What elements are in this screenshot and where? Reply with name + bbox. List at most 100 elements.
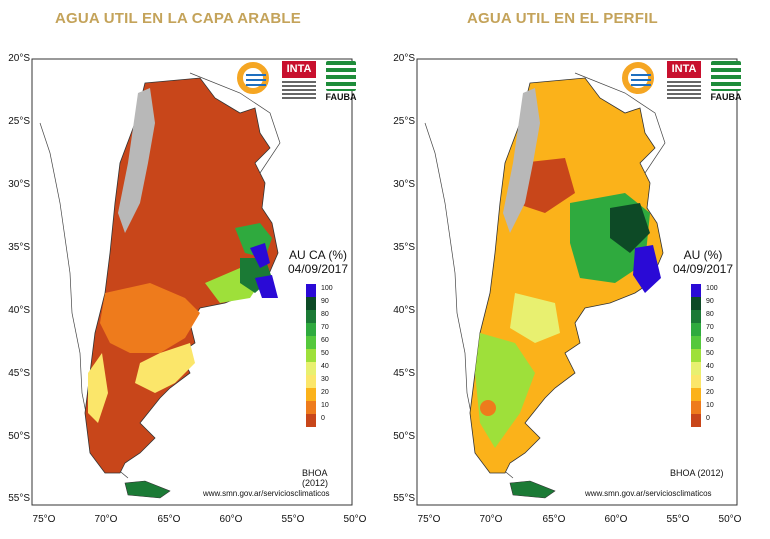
legend: 100 90 80 70 60 50 40 30 20 10 0 [306, 284, 350, 434]
legend-swatch [691, 323, 701, 336]
variable-label: AU (%) [683, 248, 723, 262]
lat-tick: 55°S [8, 493, 30, 504]
legend-label: 100 [321, 285, 333, 292]
lon-tick: 70°O [94, 514, 118, 525]
legend-label: 60 [706, 337, 714, 344]
lon-tick: 65°O [542, 514, 566, 525]
legend-swatch [691, 414, 701, 427]
lat-tick: 35°S [393, 242, 415, 253]
legend-swatch [306, 362, 316, 375]
legend-swatch [306, 310, 316, 323]
legend-label: 0 [706, 415, 710, 422]
legend-label: 80 [706, 311, 714, 318]
legend-swatch [691, 284, 701, 297]
tierra-del-fuego [509, 480, 556, 499]
legend-label: 80 [321, 311, 329, 318]
lat-tick: 45°S [8, 368, 30, 379]
lon-tick: 65°O [157, 514, 181, 525]
zone-blue [633, 245, 661, 293]
legend-swatch [306, 349, 316, 362]
institution-logo-icon [237, 62, 269, 94]
legend-label: 50 [706, 350, 714, 357]
legend-swatch [306, 388, 316, 401]
logos: INTA FAUBA [621, 61, 742, 105]
inta-logo-stripes [282, 81, 316, 101]
legend-swatch [306, 336, 316, 349]
lon-tick: 75°O [32, 514, 56, 525]
lat-tick: 35°S [8, 242, 30, 253]
map-panel-perfil: 20°S 25°S 30°S 35°S 40°S 45°S 50°S 55°S … [393, 53, 743, 525]
legend-label: 60 [321, 337, 329, 344]
legend-label: 70 [321, 324, 329, 331]
legend-label: 90 [321, 298, 329, 305]
legend-label: 30 [706, 376, 714, 383]
lon-tick: 55°O [666, 514, 690, 525]
lat-tick: 25°S [393, 116, 415, 127]
lon-tick: 70°O [479, 514, 503, 525]
lon-tick: 60°O [604, 514, 628, 525]
fauba-waves-icon [326, 61, 356, 91]
fauba-logo-text: FAUBA [325, 92, 357, 102]
inta-logo-stripes [667, 81, 701, 101]
variable-label: AU CA (%) [288, 248, 347, 262]
legend-label: 20 [706, 389, 714, 396]
inta-logo-text: INTA [282, 61, 316, 78]
legend-swatch [306, 323, 316, 336]
inta-logo-text: INTA [667, 61, 701, 78]
source-url: www.smn.gov.ar/serviciosclimaticos [585, 489, 712, 498]
institution-logo-icon [622, 62, 654, 94]
logos: INTA FAUBA [236, 61, 357, 105]
map-label: AU (%) 04/09/2017 [663, 248, 743, 276]
legend-swatch [306, 297, 316, 310]
legend-swatch [691, 297, 701, 310]
legend-label: 90 [706, 298, 714, 305]
legend: 100 90 80 70 60 50 40 30 20 10 0 [691, 284, 735, 434]
lat-tick: 25°S [8, 116, 30, 127]
lat-tick: 55°S [393, 493, 415, 504]
zone-south-dot [480, 400, 496, 416]
legend-swatch [691, 388, 701, 401]
date-label: 04/09/2017 [287, 262, 349, 276]
zone-chile-south [88, 353, 108, 423]
legend-label: 10 [706, 402, 714, 409]
legend-label: 40 [321, 363, 329, 370]
legend-swatch [691, 349, 701, 362]
zone-dark-green [610, 203, 650, 253]
legend-swatch [691, 336, 701, 349]
map-panel-capa-arable: 20°S 25°S 30°S 35°S 40°S 45°S 50°S 55°S … [8, 53, 366, 525]
lat-tick: 50°S [393, 431, 415, 442]
lat-tick: 30°S [8, 179, 30, 190]
legend-label: 10 [321, 402, 329, 409]
inta-logo: INTA [282, 61, 316, 105]
title-left: AGUA UTIL EN LA CAPA ARABLE [55, 10, 301, 27]
legend-label: 0 [321, 415, 325, 422]
lon-tick: 50°O [343, 514, 367, 525]
fauba-waves-icon [711, 61, 741, 91]
legend-swatch [306, 284, 316, 297]
legend-swatch [306, 375, 316, 388]
model-label: BHOA (2012) [670, 468, 724, 478]
map-label: AU CA (%) 04/09/2017 [278, 248, 358, 276]
lon-tick: 50°O [718, 514, 742, 525]
inta-logo: INTA [667, 61, 701, 105]
legend-swatch [691, 362, 701, 375]
zone-orange [100, 283, 200, 353]
legend-label: 20 [321, 389, 329, 396]
source-url: www.smn.gov.ar/serviciosclimaticos [203, 489, 330, 498]
legend-label: 50 [321, 350, 329, 357]
zone-yellow [510, 293, 560, 343]
legend-label: 40 [706, 363, 714, 370]
lat-tick: 30°S [393, 179, 415, 190]
map-perfil [416, 58, 738, 506]
legend-swatch [691, 310, 701, 323]
lat-tick: 40°S [393, 305, 415, 316]
legend-label: 70 [706, 324, 714, 331]
andes-gray [118, 88, 155, 233]
lon-tick: 60°O [219, 514, 243, 525]
zone-yellow [135, 343, 195, 393]
fauba-logo-text: FAUBA [710, 92, 742, 102]
legend-swatch [306, 401, 316, 414]
legend-label: 30 [321, 376, 329, 383]
lat-tick: 50°S [8, 431, 30, 442]
map-capa-arable [31, 58, 353, 506]
